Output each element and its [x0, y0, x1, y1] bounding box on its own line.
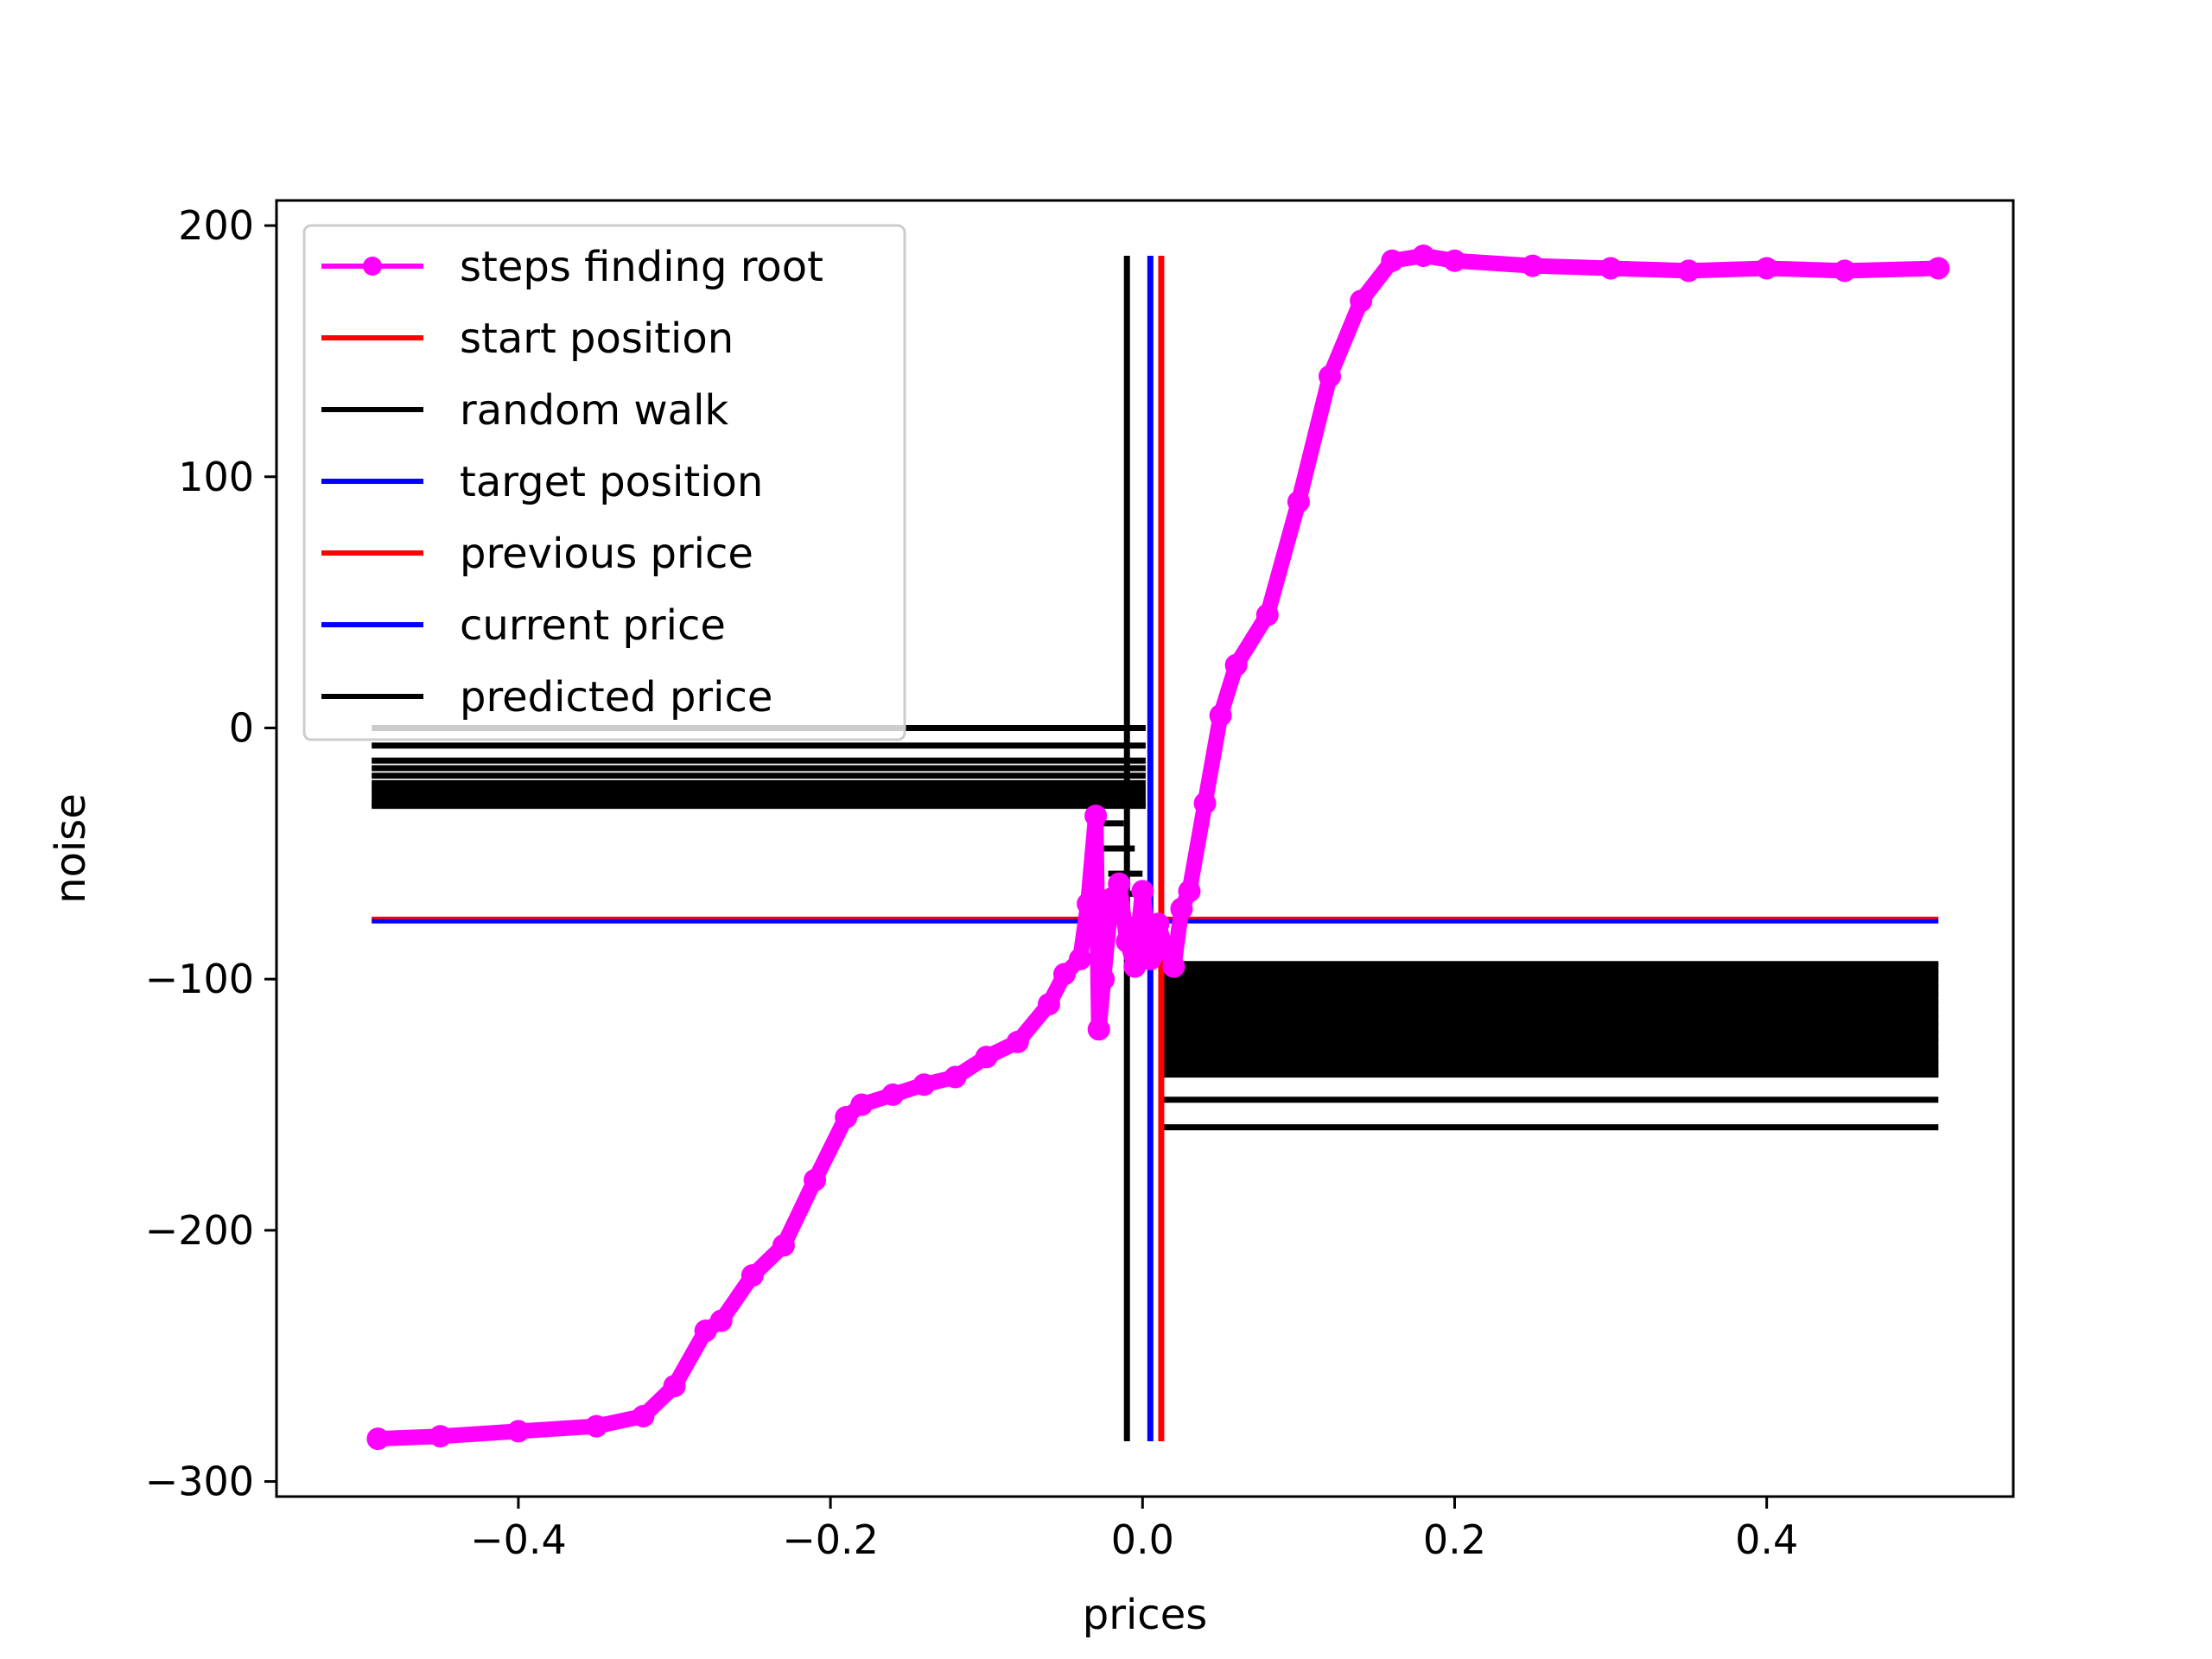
- steps-finding-root-point: [1147, 912, 1170, 936]
- steps-finding-root-point: [835, 1106, 858, 1129]
- legend-label: start position: [460, 315, 734, 363]
- steps-finding-root-point: [1092, 968, 1116, 991]
- x-tick-label: 0.0: [1111, 1516, 1174, 1563]
- steps-finding-root-point: [1412, 244, 1435, 267]
- steps-finding-root-point: [1006, 1030, 1029, 1053]
- legend-label: current price: [460, 601, 726, 650]
- steps-finding-root-point: [632, 1404, 655, 1427]
- y-tick-label: 100: [178, 454, 254, 500]
- y-tick-label: −100: [145, 956, 254, 1002]
- steps-finding-root-point: [1224, 653, 1248, 677]
- y-tick-label: −200: [145, 1207, 254, 1254]
- steps-finding-root-point: [1927, 257, 1950, 280]
- steps-finding-root-point: [804, 1168, 827, 1192]
- y-axis-ticks: 200 100 0 −100 −200 −300: [145, 202, 276, 1505]
- steps-finding-root-point: [1255, 603, 1279, 626]
- steps-finding-root-point: [1443, 249, 1466, 272]
- legend: steps finding root start position random w…: [302, 224, 906, 741]
- legend-box: [302, 224, 906, 741]
- steps-finding-root-point: [1755, 257, 1778, 280]
- steps-finding-root-point: [1521, 254, 1544, 277]
- steps-finding-root-point: [1287, 490, 1310, 513]
- plot-area: [275, 199, 2015, 1498]
- steps-finding-root-point: [1381, 249, 1404, 272]
- predicted-price-lines: [372, 724, 1939, 1131]
- steps-finding-root-point: [1178, 880, 1201, 903]
- steps-finding-root-point: [1833, 259, 1856, 283]
- steps-finding-root-point: [912, 1073, 936, 1096]
- steps-finding-root-point: [975, 1046, 998, 1069]
- x-tick-label: −0.4: [470, 1516, 567, 1563]
- y-tick-label: −300: [145, 1459, 254, 1505]
- legend-label: predicted price: [460, 673, 772, 721]
- y-tick-label: 0: [229, 704, 254, 751]
- y-tick-label: 200: [178, 202, 254, 249]
- x-axis-label: prices: [1083, 1591, 1207, 1639]
- predicted-price-dense-band: [1160, 961, 1939, 1077]
- steps-finding-root-point: [585, 1414, 608, 1438]
- steps-finding-root-point: [1193, 791, 1217, 815]
- steps-finding-root-point: [1170, 897, 1193, 920]
- legend-entry: target position: [321, 458, 763, 506]
- steps-finding-root-point: [366, 1427, 390, 1451]
- axes-frame: [275, 199, 2015, 1498]
- steps-finding-root-point: [1037, 993, 1060, 1016]
- legend-label: random walk: [460, 386, 728, 435]
- steps-finding-root-point: [1319, 365, 1342, 388]
- legend-entry: start position: [321, 315, 734, 363]
- series-layer: [366, 244, 1950, 1451]
- steps-finding-root-point: [881, 1083, 905, 1106]
- steps-finding-root-point: [1162, 955, 1185, 978]
- steps-finding-root-point: [1052, 963, 1076, 986]
- legend-entry: random walk: [321, 386, 728, 435]
- steps-finding-root-point: [1209, 703, 1232, 727]
- legend-label: steps finding root: [460, 243, 823, 291]
- steps-finding-root-point: [1131, 880, 1154, 903]
- steps-finding-root-markers: [366, 244, 1950, 1451]
- x-tick-label: 0.4: [1735, 1516, 1798, 1563]
- x-tick-label: 0.2: [1423, 1516, 1486, 1563]
- steps-finding-root-point: [1116, 930, 1139, 953]
- steps-finding-root-point: [1084, 804, 1108, 828]
- legend-entry: previous price: [321, 530, 753, 578]
- steps-finding-root-point: [429, 1425, 452, 1448]
- legend-entry: steps finding root: [321, 243, 823, 291]
- steps-finding-root-point: [1108, 872, 1131, 895]
- legend-label: previous price: [460, 530, 753, 578]
- legend-entry: predicted price: [321, 673, 772, 721]
- steps-finding-root-point: [944, 1065, 967, 1089]
- legend-entries: steps finding root start position random w…: [321, 243, 823, 721]
- steps-finding-root-point: [709, 1309, 733, 1332]
- legend-label: target position: [460, 458, 763, 506]
- legend-entry: current price: [321, 601, 726, 650]
- steps-finding-root-point: [1154, 938, 1178, 961]
- y-axis-label: noise: [47, 793, 95, 904]
- steps-finding-root-point: [1350, 289, 1373, 313]
- steps-finding-root-point: [1677, 259, 1700, 283]
- legend-marker: [363, 257, 382, 276]
- steps-finding-root-point: [506, 1420, 530, 1443]
- steps-finding-root-point: [741, 1264, 764, 1287]
- x-axis-ticks: −0.4 −0.2 0.0 0.2 0.4: [470, 1497, 1798, 1563]
- steps-finding-root-point: [850, 1093, 874, 1116]
- steps-finding-root-point: [663, 1375, 686, 1398]
- steps-finding-root-point: [1069, 947, 1092, 970]
- steps-finding-root-point: [1087, 1018, 1110, 1041]
- x-tick-label: −0.2: [782, 1516, 879, 1563]
- steps-finding-root-point: [772, 1234, 795, 1257]
- steps-finding-root-point: [1599, 257, 1623, 280]
- steps-finding-root-point: [1077, 892, 1100, 915]
